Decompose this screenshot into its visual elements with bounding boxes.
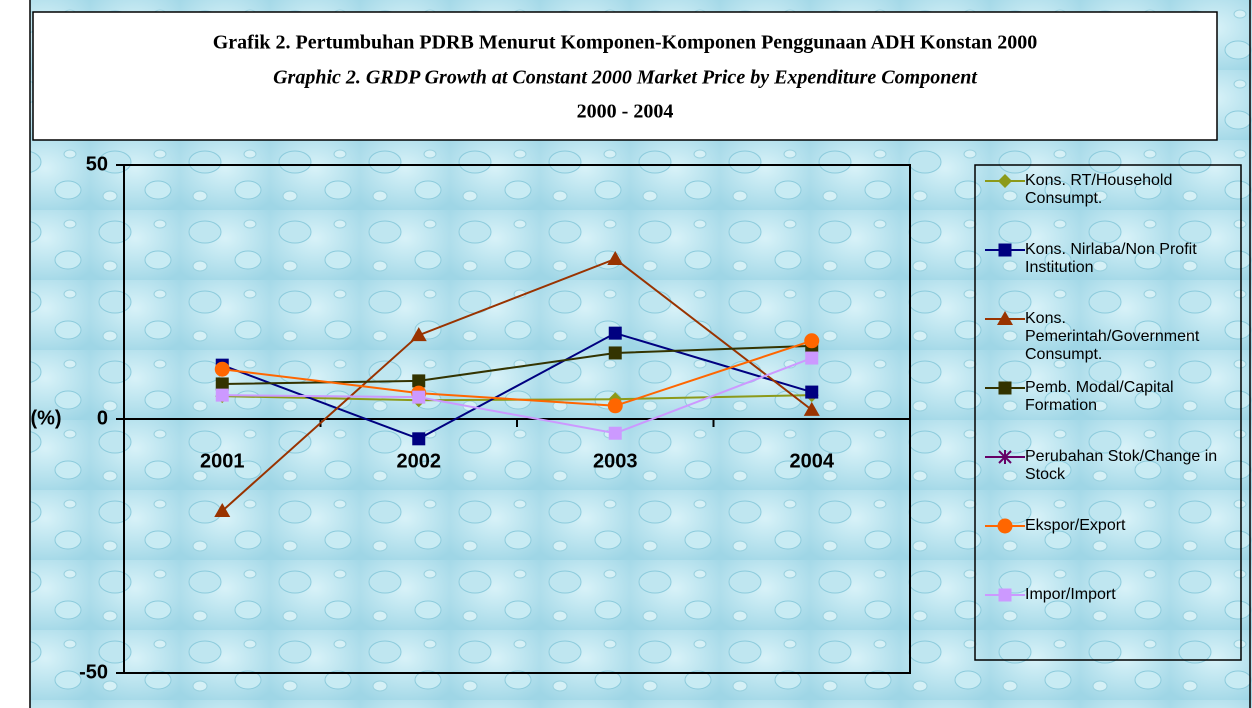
marker: [998, 174, 1012, 188]
marker: [805, 385, 819, 399]
marker: [412, 374, 426, 388]
marker: [214, 361, 230, 377]
marker: [998, 381, 1012, 395]
legend-label: Kons. Pemerintah/Government Consumpt.: [1025, 310, 1200, 363]
marker: [608, 426, 622, 440]
marker: [410, 327, 427, 342]
legend-box: [974, 164, 1242, 661]
chart-title: Grafik 2. Pertumbuhan PDRB Menurut Kompo…: [213, 32, 1038, 54]
chart-subtitle: Graphic 2. GRDP Growth at Constant 2000 …: [273, 67, 978, 89]
x-tick-label: 2001: [200, 450, 245, 472]
marker: [215, 388, 229, 402]
marker: [805, 351, 819, 365]
x-tick-label: 2003: [593, 450, 638, 472]
series-line: [222, 357, 813, 435]
legend-label: Ekspor/Export: [1025, 517, 1126, 534]
marker: [215, 377, 229, 391]
marker: [997, 311, 1013, 325]
y-tick-label: 0: [97, 407, 108, 429]
y-tick-label: 50: [86, 153, 108, 175]
y-axis-label: (%): [30, 407, 61, 429]
y-tick-label: -50: [79, 661, 108, 683]
series-line: [222, 344, 812, 385]
series-line: [221, 257, 813, 512]
marker: [998, 588, 1012, 602]
chart-period: 2000 - 2004: [577, 101, 674, 123]
series-line: [221, 332, 813, 440]
marker: [803, 401, 820, 416]
marker: [804, 333, 820, 349]
legend-label: Kons. Nirlaba/Non Profit Institution: [1025, 241, 1197, 276]
legend-label: Pemb. Modal/Capital Formation: [1025, 379, 1174, 414]
marker: [412, 432, 426, 446]
x-tick-label: 2002: [397, 450, 442, 472]
marker: [214, 502, 231, 517]
marker: [607, 398, 623, 414]
marker: [998, 243, 1012, 257]
marker: [997, 518, 1013, 534]
x-tick-label: 2004: [790, 450, 835, 472]
series-line: [222, 339, 813, 407]
legend-label: Impor/Import: [1025, 586, 1116, 603]
marker: [608, 346, 622, 360]
legend-label: Perubahan Stok/Change in Stock: [1025, 448, 1218, 483]
legend-label: Kons. RT/Household Consumpt.: [1025, 172, 1173, 207]
marker: [607, 250, 624, 265]
marker: [412, 390, 426, 404]
marker: [608, 326, 622, 340]
title-box: [32, 11, 1218, 141]
marker: [998, 450, 1012, 464]
